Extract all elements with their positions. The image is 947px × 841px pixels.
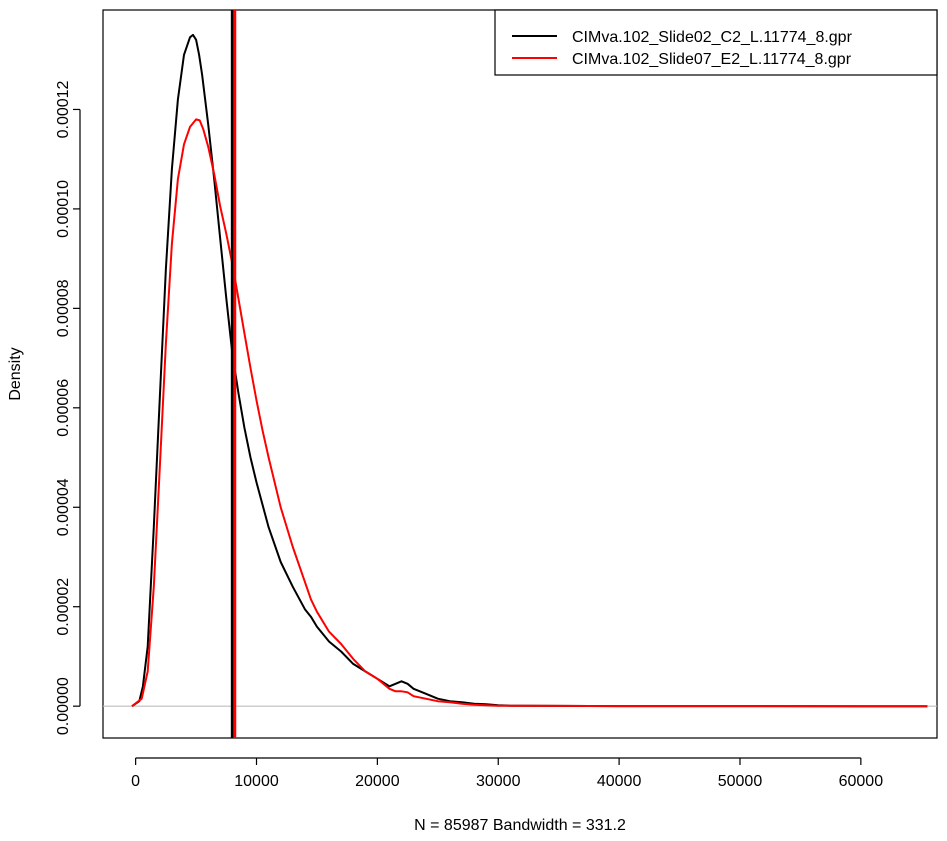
y-axis: 0.00000 0.00002 0.00004 0.00006 0.00008 0.000… (55, 80, 81, 735)
y-tick-label: 0.00010 (55, 180, 72, 238)
y-tick-label: 0.00002 (55, 578, 72, 636)
y-tick-label: 0.00008 (55, 279, 72, 337)
vline-layer (230, 10, 237, 738)
y-axis-title: Density (7, 347, 24, 400)
density-curve-2 (131, 118, 928, 708)
x-tick-label: 0 (131, 773, 140, 790)
y-tick-label: 0.00006 (55, 379, 72, 437)
x-axis-title: N = 85987 Bandwidth = 331.2 (414, 817, 626, 834)
y-tick-label: 0.00012 (55, 80, 72, 138)
legend-label-1: CIMva.102_Slide02_C2_L.11774_8.gpr (572, 29, 853, 46)
x-tick-label: 10000 (234, 773, 279, 790)
x-tick-label: 30000 (476, 773, 521, 790)
y-tick-label: 0.00000 (55, 677, 72, 735)
legend-box (494, 9, 938, 76)
legend: CIMva.102_Slide02_C2_L.11774_8.gpr CIMva… (494, 9, 938, 76)
plot-frame (102, 9, 938, 739)
x-tick-label: 50000 (718, 773, 763, 790)
x-axis: 0 10000 20000 30000 40000 50000 60000 (131, 757, 884, 790)
x-tick-label: 20000 (355, 773, 400, 790)
x-tick-label: 40000 (597, 773, 642, 790)
legend-label-2: CIMva.102_Slide07_E2_L.11774_8.gpr (572, 51, 852, 68)
series-layer (131, 33, 928, 708)
x-tick-label: 60000 (839, 773, 884, 790)
y-tick-label: 0.00004 (55, 478, 72, 536)
